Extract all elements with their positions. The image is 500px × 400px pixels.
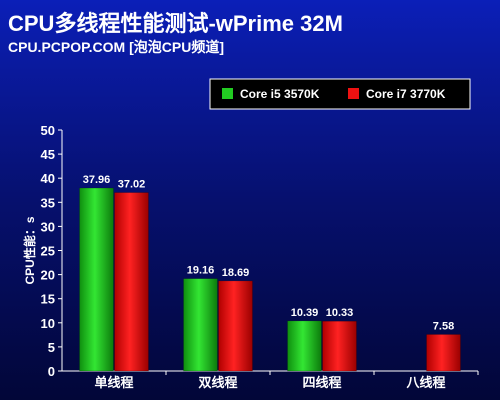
legend-swatch-i5 (222, 88, 233, 99)
bar-value-label: 10.39 (291, 307, 319, 319)
bar-i5-0 (79, 187, 114, 372)
y-tick-label: 40 (41, 171, 55, 186)
legend-swatch-i7 (348, 88, 359, 99)
x-tick-label: 八线程 (405, 375, 445, 390)
y-tick-label: 10 (41, 316, 55, 331)
legend-label-i5: Core i5 3570K (240, 87, 320, 101)
bar-value-label: 19.16 (187, 265, 215, 277)
bar-value-label: 18.69 (222, 267, 250, 279)
bar-i5-2 (287, 320, 322, 372)
y-tick-label: 5 (48, 340, 55, 355)
bar-value-label: 37.96 (83, 174, 111, 186)
bar-value-label: 37.02 (118, 179, 146, 191)
x-tick-label: 四线程 (302, 375, 341, 390)
bar-value-label: 10.33 (326, 307, 354, 319)
y-tick-label: 50 (41, 123, 55, 138)
y-tick-label: 0 (48, 364, 55, 379)
y-axis-title: CPU性能：s (22, 216, 37, 284)
legend-box (209, 78, 471, 110)
y-tick-label: 25 (41, 244, 55, 259)
y-tick-label: 15 (41, 292, 55, 307)
bar-i5-1 (183, 278, 218, 372)
bar-i7-0 (114, 192, 149, 372)
x-tick-label: 双线程 (198, 375, 237, 390)
y-tick-label: 20 (41, 268, 55, 283)
bar-value-label: 7.58 (433, 320, 454, 332)
x-tick-label: 单线程 (94, 375, 133, 390)
y-tick-label: 35 (41, 195, 55, 210)
y-tick-label: 45 (41, 147, 55, 162)
legend-label-i7: Core i7 3770K (366, 87, 446, 101)
y-tick-label: 30 (41, 219, 55, 234)
bar-i7-1 (218, 280, 253, 372)
chart-subtitle: CPU.PCPOP.COM [泡泡CPU频道] (8, 39, 224, 55)
bar-i7-3 (426, 334, 461, 372)
chart-title: CPU多线程性能测试-wPrime 32M (8, 11, 343, 36)
bar-i7-2 (322, 320, 357, 372)
